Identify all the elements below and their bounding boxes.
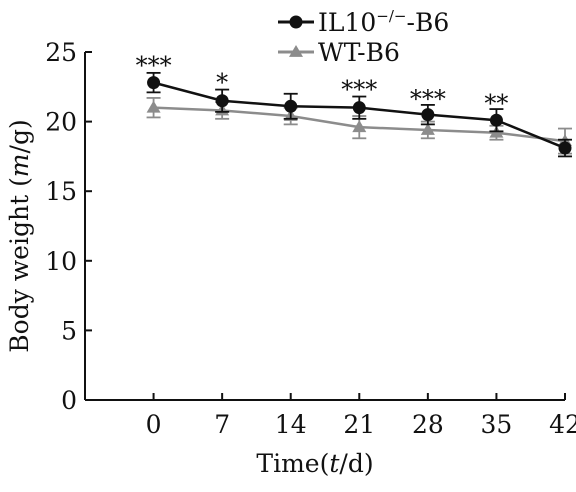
- legend-label-base: IL10: [318, 8, 376, 37]
- x-tick-label: 0: [146, 410, 162, 439]
- y-tick-label: 15: [45, 177, 77, 206]
- axes: [84, 52, 565, 401]
- data-point-circle: [558, 141, 572, 155]
- data-point-circle: [284, 99, 298, 113]
- y-axis-title-italic: m: [5, 153, 34, 177]
- significance-label: **: [484, 89, 508, 117]
- x-axis-title: Time(t/d): [256, 449, 373, 478]
- legend-label-il10-b6: IL10−/−-B6: [318, 7, 449, 37]
- data-point-circle: [215, 94, 229, 108]
- significance-label: ***: [341, 75, 377, 103]
- x-axis-title-italic: t: [329, 449, 340, 478]
- y-tick-label: 0: [61, 386, 77, 415]
- legend-label-superscript: −/−: [376, 7, 406, 25]
- series-layer: [146, 71, 572, 158]
- y-axis-title: Body weight (m/g): [5, 119, 34, 352]
- x-axis-title-pre: Time(: [256, 449, 329, 478]
- data-point-circle: [489, 113, 503, 127]
- y-axis-title-pre: Body weight (: [5, 177, 34, 353]
- significance-annotations: **** *** *** **: [136, 52, 509, 118]
- significance-label: ***: [410, 85, 446, 113]
- legend: IL10−/−-B6 WT-B6: [278, 7, 449, 67]
- x-tick-label: 21: [343, 410, 375, 439]
- data-point-circle: [147, 76, 161, 90]
- y-tick-label: 5: [61, 316, 77, 345]
- series-il10-b6: [146, 71, 572, 158]
- data-point-triangle: [420, 122, 435, 135]
- x-axis-title-post: /d): [339, 449, 373, 478]
- data-point-triangle: [146, 100, 161, 113]
- y-axis-ticks: 0 5 10 15 20 25: [45, 38, 92, 415]
- x-tick-label: 14: [275, 410, 307, 439]
- legend-item-wt-b6: WT-B6: [278, 38, 400, 67]
- y-tick-label: 10: [45, 247, 77, 276]
- data-point-triangle: [352, 120, 367, 133]
- x-axis-ticks: 0 7 14 21 28 35 42: [146, 393, 576, 439]
- significance-label: *: [216, 68, 228, 96]
- significance-label: ***: [136, 52, 172, 80]
- data-point-circle: [421, 108, 435, 122]
- legend-label-wt-b6: WT-B6: [318, 38, 400, 67]
- y-axis-title-post: /g): [5, 119, 34, 153]
- legend-swatch-triangle: [289, 45, 303, 57]
- y-tick-label: 25: [45, 38, 77, 67]
- x-tick-label: 7: [214, 410, 230, 439]
- data-point-circle: [352, 101, 366, 115]
- legend-label-base: WT-B6: [318, 38, 400, 67]
- x-tick-label: 28: [412, 410, 444, 439]
- x-tick-label: 35: [481, 410, 513, 439]
- legend-item-il10-b6: IL10−/−-B6: [278, 7, 449, 37]
- legend-swatch-circle: [289, 15, 303, 29]
- y-tick-label: 20: [45, 108, 77, 137]
- legend-label-suffix: -B6: [407, 8, 450, 37]
- x-tick-label: 42: [549, 410, 576, 439]
